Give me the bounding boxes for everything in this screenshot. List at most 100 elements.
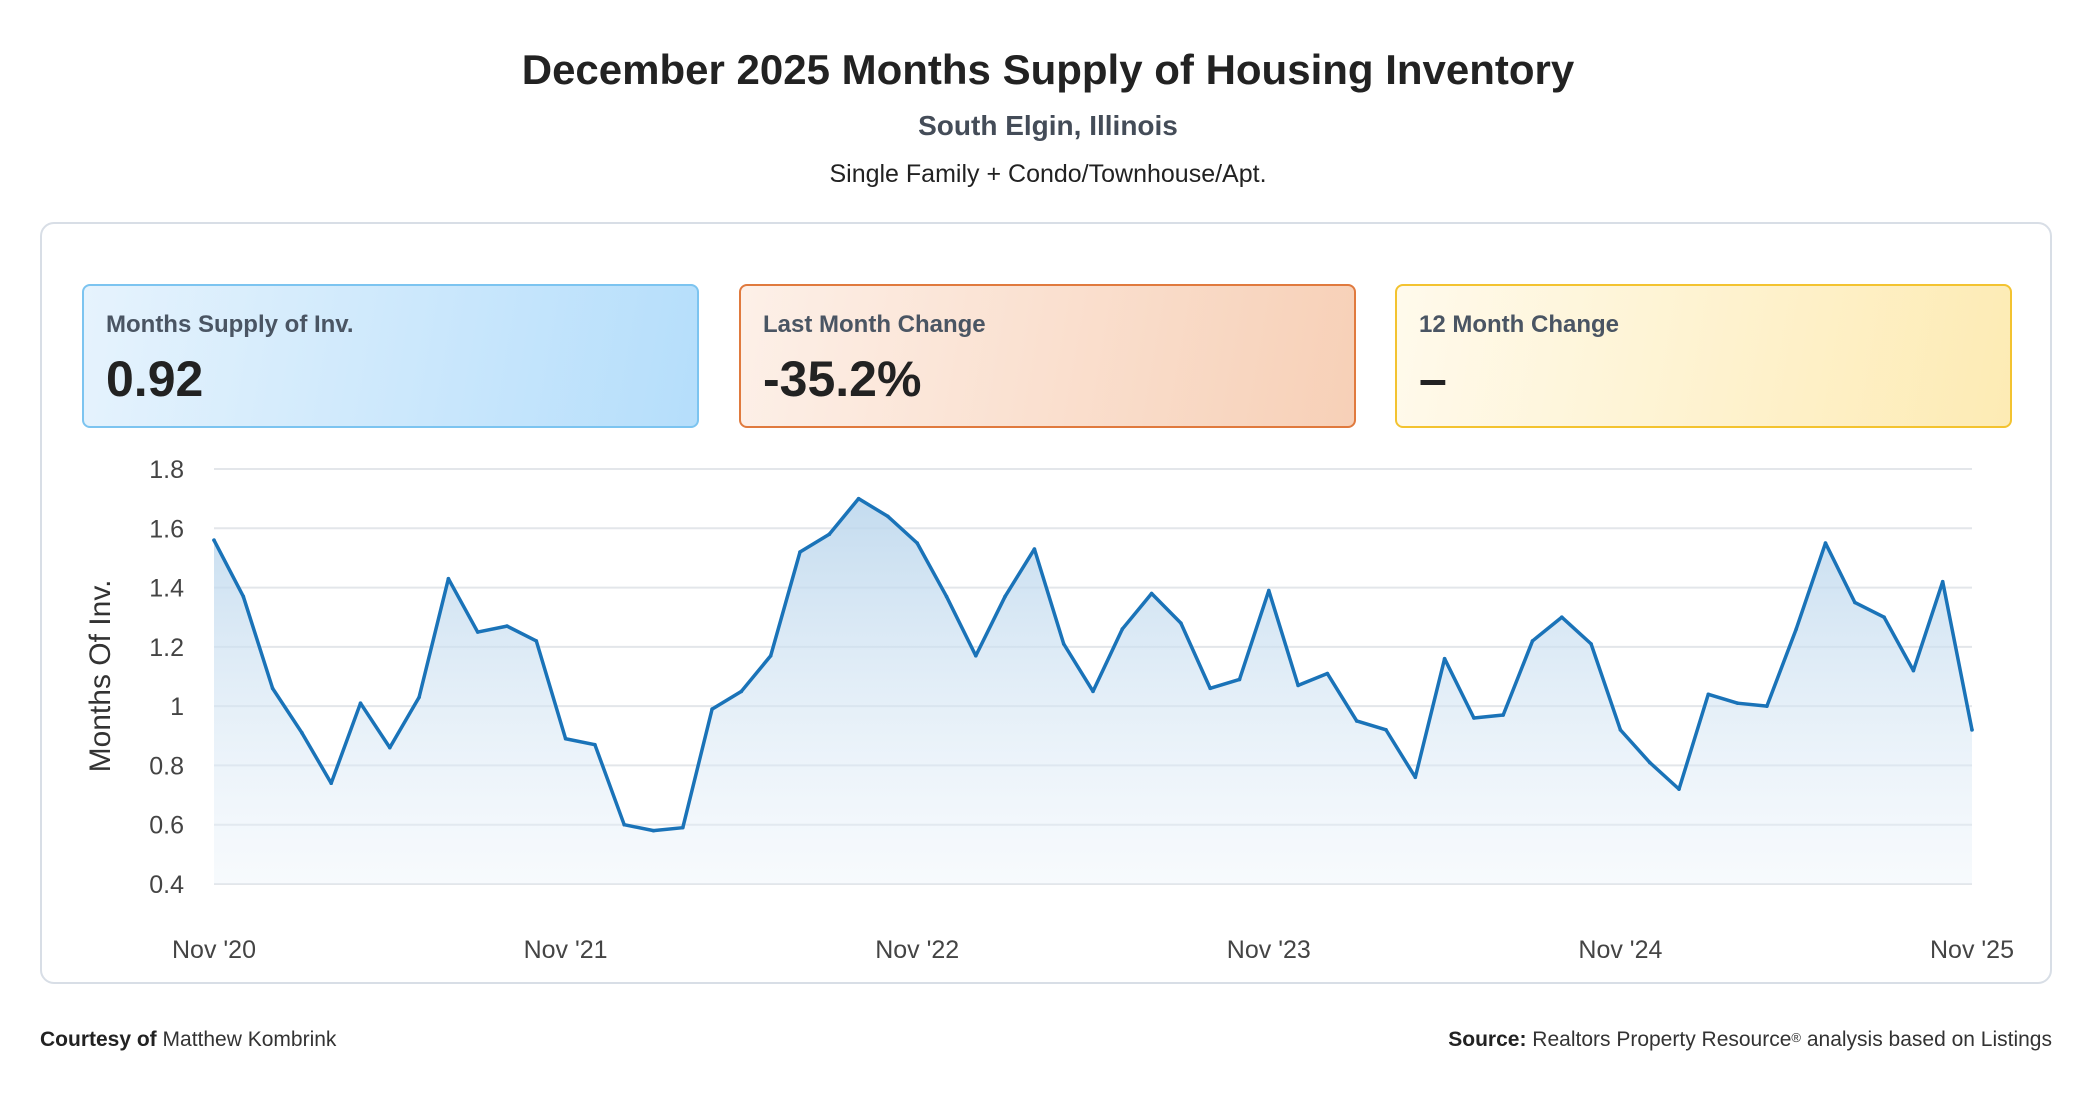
data-point bbox=[1091, 689, 1095, 694]
data-point bbox=[475, 630, 480, 634]
y-tick-label: 0.6 bbox=[149, 812, 184, 840]
data-point bbox=[944, 594, 949, 599]
registered-mark: ® bbox=[1791, 1030, 1801, 1045]
data-point bbox=[270, 686, 275, 691]
data-point bbox=[886, 514, 890, 519]
x-tick-label: Nov '20 bbox=[172, 936, 256, 964]
data-point bbox=[1032, 547, 1037, 551]
data-point bbox=[1120, 627, 1125, 631]
courtesy-name: Matthew Kombrink bbox=[162, 1028, 337, 1051]
data-point bbox=[1003, 594, 1007, 599]
months-supply-label: Months Supply of Inv. bbox=[106, 311, 354, 338]
data-point bbox=[417, 695, 421, 700]
data-point bbox=[1940, 579, 1945, 584]
x-tick-label: Nov '25 bbox=[1930, 936, 2014, 964]
location-subtitle: South Elgin, Illinois bbox=[918, 110, 1178, 141]
courtesy-label: Courtesy of bbox=[40, 1028, 157, 1051]
y-tick-label: 1.2 bbox=[149, 634, 184, 662]
data-point bbox=[534, 639, 539, 643]
last-month-change-card: Last Month Change -35.2% bbox=[739, 284, 1356, 428]
data-point bbox=[241, 594, 246, 599]
data-point bbox=[358, 701, 363, 705]
source-detail: analysis based on Listings bbox=[1801, 1028, 2052, 1051]
data-point bbox=[1354, 719, 1359, 723]
data-point bbox=[827, 532, 832, 537]
data-point bbox=[1706, 692, 1711, 697]
data-point bbox=[1970, 728, 1974, 732]
data-point bbox=[329, 781, 334, 786]
data-point bbox=[1413, 775, 1418, 780]
data-point bbox=[1735, 701, 1740, 705]
source-label: Source: bbox=[1448, 1028, 1527, 1051]
data-point bbox=[1560, 615, 1564, 620]
data-point bbox=[1501, 713, 1505, 717]
y-tick-label: 1.8 bbox=[149, 456, 184, 484]
data-point bbox=[300, 731, 304, 735]
y-tick-label: 0.8 bbox=[149, 752, 184, 780]
x-tick-label: Nov '21 bbox=[524, 936, 608, 964]
data-point bbox=[768, 653, 773, 658]
data-point bbox=[798, 550, 802, 554]
data-point bbox=[1179, 621, 1183, 625]
data-point bbox=[505, 624, 509, 628]
data-point bbox=[651, 828, 656, 833]
data-point bbox=[1882, 615, 1886, 620]
data-point bbox=[1647, 760, 1652, 765]
data-point bbox=[1325, 671, 1330, 676]
data-point bbox=[1823, 541, 1828, 545]
data-point bbox=[710, 707, 714, 711]
data-point bbox=[593, 742, 597, 747]
data-point bbox=[915, 541, 919, 545]
x-axis-ticks: Nov '20 Nov '21 Nov '22 Nov '23 Nov '24 Nov '… bbox=[172, 936, 2014, 964]
data-point bbox=[212, 538, 216, 542]
data-point bbox=[1618, 728, 1623, 732]
twelve-month-change-label: 12 Month Change bbox=[1419, 311, 1620, 338]
data-point bbox=[1589, 642, 1593, 646]
data-point bbox=[856, 496, 861, 501]
data-point bbox=[1149, 591, 1154, 596]
data-point bbox=[563, 736, 568, 741]
y-tick-label: 0.4 bbox=[149, 871, 184, 899]
y-axis-ticks: 0.4 0.6 0.8 1 1.2 1.4 1.6 1.8 bbox=[149, 456, 184, 899]
data-point bbox=[739, 689, 744, 694]
data-point bbox=[1530, 639, 1535, 643]
y-tick-label: 1.6 bbox=[149, 515, 184, 543]
data-point bbox=[1794, 627, 1798, 631]
x-tick-label: Nov '23 bbox=[1227, 936, 1311, 964]
data-point bbox=[1765, 704, 1769, 708]
y-axis-title: Months Of Inv. bbox=[84, 580, 117, 773]
data-points bbox=[212, 496, 1974, 833]
y-tick-label: 1.4 bbox=[149, 575, 184, 603]
data-point bbox=[974, 653, 978, 658]
data-point bbox=[1853, 600, 1857, 605]
data-point bbox=[1472, 716, 1476, 720]
data-point bbox=[1237, 677, 1242, 682]
y-tick-label: 1 bbox=[170, 693, 184, 721]
twelve-month-change-card: 12 Month Change – bbox=[1395, 284, 2012, 428]
data-point bbox=[1911, 668, 1916, 673]
data-point bbox=[681, 825, 685, 830]
twelve-month-change-value: – bbox=[1419, 351, 1447, 407]
data-point bbox=[622, 822, 626, 827]
data-point bbox=[446, 576, 451, 581]
data-point bbox=[1677, 787, 1681, 791]
data-point bbox=[1384, 728, 1388, 732]
property-type-label: Single Family + Condo/Townhouse/Apt. bbox=[829, 160, 1267, 188]
data-point bbox=[1267, 588, 1271, 593]
last-month-change-value: -35.2% bbox=[763, 351, 922, 407]
source-name: Realtors Property Resource bbox=[1532, 1028, 1792, 1051]
data-point bbox=[1208, 686, 1212, 691]
chart-header: December 2025 Months Supply of Housing I… bbox=[0, 40, 2096, 192]
data-point bbox=[1296, 683, 1300, 688]
data-point bbox=[1061, 642, 1066, 646]
months-supply-card: Months Supply of Inv. 0.92 bbox=[82, 284, 699, 428]
data-point bbox=[1442, 656, 1447, 661]
x-tick-label: Nov '24 bbox=[1578, 936, 1662, 964]
courtesy-footer: Courtesy of Matthew Kombrink bbox=[40, 1025, 336, 1055]
source-footer: Source: Realtors Property Resource® anal… bbox=[1448, 1025, 2052, 1055]
x-tick-label: Nov '22 bbox=[875, 936, 959, 964]
data-point bbox=[388, 745, 392, 750]
page-title: December 2025 Months Supply of Housing I… bbox=[521, 46, 1575, 93]
last-month-change-label: Last Month Change bbox=[763, 311, 986, 338]
